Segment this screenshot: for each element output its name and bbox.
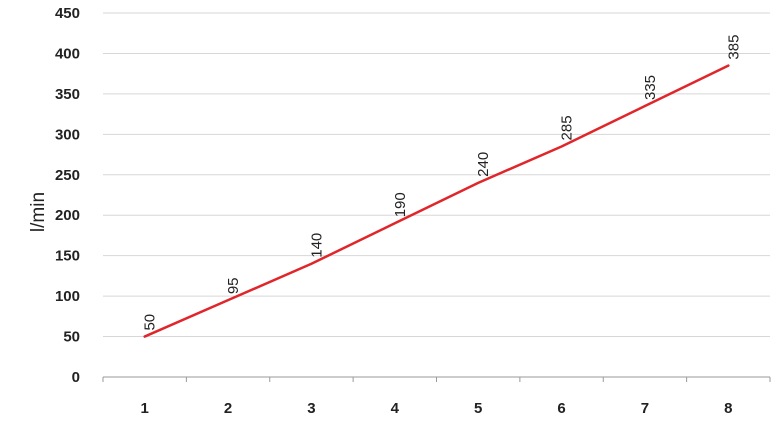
y-tick-label: 400 bbox=[55, 45, 80, 62]
data-labels: 50 95 140 190 240 285 335 385 bbox=[142, 35, 743, 331]
x-tick-label: 2 bbox=[224, 400, 232, 417]
axes bbox=[102, 376, 771, 382]
x-tick-label: 5 bbox=[474, 400, 482, 417]
y-tick-label: 200 bbox=[55, 207, 80, 224]
data-label: 285 bbox=[559, 115, 576, 140]
x-tick-label: 3 bbox=[307, 400, 315, 417]
data-label: 95 bbox=[225, 277, 242, 294]
y-tick-label: 50 bbox=[63, 329, 80, 346]
x-tick-label: 4 bbox=[391, 400, 400, 417]
gridlines bbox=[103, 12, 770, 338]
data-label: 140 bbox=[308, 233, 325, 258]
x-tick-label: 8 bbox=[724, 400, 732, 417]
x-tick-label: 1 bbox=[141, 400, 149, 417]
x-tick-label: 6 bbox=[557, 400, 565, 417]
x-axis-tick-labels: 1 2 3 4 5 6 7 8 bbox=[141, 400, 733, 417]
data-label: 240 bbox=[475, 152, 492, 177]
y-tick-label: 0 bbox=[72, 369, 80, 386]
series-layer bbox=[143, 64, 730, 338]
data-label: 50 bbox=[142, 314, 159, 331]
y-tick-label: 250 bbox=[55, 167, 80, 184]
y-tick-label: 350 bbox=[55, 86, 80, 103]
data-label: 385 bbox=[725, 35, 742, 60]
y-axis-tick-labels: 0 50 100 150 200 250 300 350 400 450 bbox=[55, 5, 80, 386]
y-tick-label: 450 bbox=[55, 5, 80, 22]
data-label: 335 bbox=[642, 75, 659, 100]
y-tick-label: 150 bbox=[55, 248, 80, 265]
y-axis-title: l/min bbox=[28, 192, 49, 232]
data-label: 190 bbox=[392, 192, 409, 217]
x-tick-label: 7 bbox=[641, 400, 649, 417]
series-line bbox=[143, 64, 730, 338]
y-tick-label: 300 bbox=[55, 126, 80, 143]
y-tick-label: 100 bbox=[55, 288, 80, 305]
